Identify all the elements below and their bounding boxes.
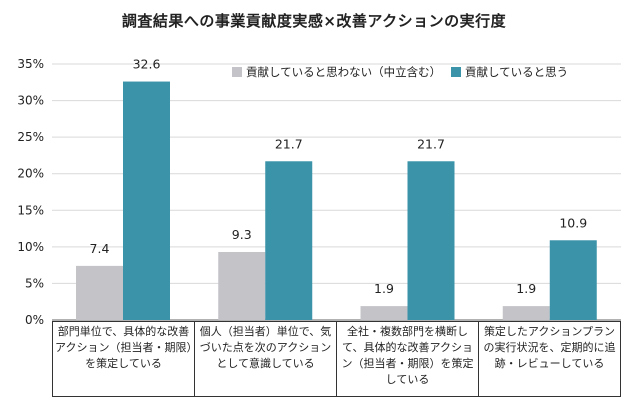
legend-swatch-series-1 (232, 67, 242, 77)
bar (123, 81, 170, 320)
legend-label-series-2: 貢献していると思う (465, 65, 569, 79)
data-label: 21.7 (417, 136, 445, 151)
legend-label-series-1: 貢献していると思わない（中立含む） (246, 65, 442, 79)
data-label: 9.3 (232, 227, 252, 242)
bar (360, 306, 408, 320)
data-label: 1.9 (516, 281, 536, 296)
bar (265, 161, 313, 320)
bar (407, 161, 455, 320)
category-label: 全社・複数部門を横断して、具体的な改善アクション（担当者・期限）を策定している (337, 321, 479, 397)
y-tick-label: 35% (17, 57, 44, 71)
y-tick-label: 25% (17, 130, 44, 144)
y-tick-label: 30% (17, 94, 44, 108)
y-tick-label: 0% (25, 313, 44, 327)
legend-swatch-series-2 (451, 67, 461, 77)
data-label: 21.7 (275, 136, 303, 151)
bar (502, 306, 550, 320)
y-tick-label: 5% (25, 276, 44, 290)
bar (218, 251, 266, 320)
y-tick-label: 15% (17, 203, 44, 217)
category-label: 個人（担当者）単位で、気づいた点を次のアクションとして意識している (195, 321, 337, 397)
data-label: 10.9 (559, 215, 587, 230)
legend-item-series-2: 貢献していると思う (451, 64, 568, 80)
legend-item-series-1: 貢献していると思わない（中立含む） (232, 64, 441, 80)
y-tick-label: 10% (17, 240, 44, 254)
data-label: 32.6 (133, 57, 161, 72)
y-tick-label: 20% (17, 167, 44, 181)
category-label: 部門単位で、具体的な改善アクション（担当者・期限）を策定している (52, 321, 195, 397)
data-label: 7.4 (90, 241, 110, 256)
chart-title: 調査結果への事業貢献度実感×改善アクションの実行度 (121, 12, 507, 30)
data-label: 1.9 (374, 281, 394, 296)
category-label: 策定したアクションプランの実行状況を、定期的に追跡・レビューしている (479, 321, 621, 397)
bar (549, 240, 597, 320)
category-table: 部門単位で、具体的な改善アクション（担当者・期限）を策定している 個人（担当者）… (52, 321, 621, 397)
bar (76, 265, 123, 320)
